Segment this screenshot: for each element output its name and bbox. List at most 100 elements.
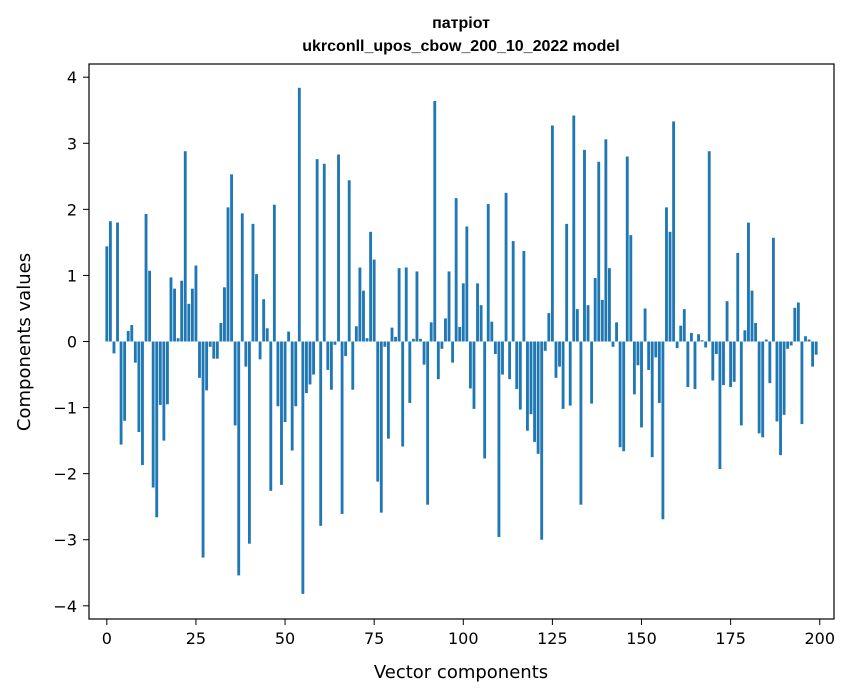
bar: [404, 267, 408, 342]
bar: [347, 180, 351, 342]
bar: [208, 341, 212, 347]
bar: [761, 341, 765, 438]
bar: [429, 322, 433, 342]
bar: [333, 341, 337, 345]
bar: [387, 341, 390, 439]
y-tick-label: 3: [67, 134, 77, 153]
bar: [704, 341, 708, 348]
bar: [112, 341, 116, 354]
bar: [608, 268, 611, 342]
bar: [657, 341, 661, 403]
x-tick-label: 200: [804, 629, 835, 648]
bar: [508, 341, 512, 380]
bar: [689, 332, 693, 342]
bar: [504, 192, 508, 342]
bar: [789, 341, 793, 346]
bar: [586, 305, 590, 342]
bar: [522, 250, 526, 342]
bar: [465, 226, 469, 342]
bar: [693, 341, 697, 390]
bar: [223, 287, 226, 342]
y-tick-label: 4: [67, 68, 77, 87]
bar: [668, 231, 672, 342]
bar: [137, 341, 141, 433]
bar: [700, 340, 704, 342]
bar: [458, 326, 462, 342]
bar: [369, 231, 373, 342]
bar: [201, 341, 205, 558]
bar: [771, 237, 775, 342]
bar: [372, 259, 376, 342]
bar: [547, 313, 551, 342]
bar: [419, 338, 422, 342]
bar: [308, 341, 312, 385]
bar: [251, 223, 255, 342]
bar: [294, 341, 298, 407]
x-tick-label: 75: [364, 629, 384, 648]
bar: [526, 341, 529, 431]
bar: [401, 341, 405, 447]
bar: [344, 341, 348, 357]
y-tick-label: −1: [53, 399, 77, 418]
bar: [447, 271, 451, 342]
bar: [173, 288, 176, 342]
bar: [287, 331, 291, 342]
bar: [739, 341, 743, 426]
bar: [379, 341, 383, 513]
bar: [479, 305, 483, 342]
bar: [130, 324, 134, 342]
bar: [351, 341, 355, 390]
bar: [166, 341, 169, 405]
bar: [572, 115, 576, 342]
bar: [654, 341, 658, 358]
y-tick-label: 0: [67, 333, 77, 352]
y-axis-label: Components values: [14, 253, 35, 431]
x-tick-label: 150: [626, 629, 657, 648]
bar: [198, 341, 201, 378]
bar: [148, 270, 152, 342]
y-tick-label: 2: [67, 200, 77, 219]
bar: [297, 87, 301, 342]
bar: [497, 341, 501, 538]
bar: [436, 341, 440, 380]
bar: [811, 341, 815, 367]
bar: [176, 338, 180, 342]
bar: [725, 301, 729, 342]
bar: [643, 308, 647, 342]
bar: [326, 341, 330, 370]
bar: [144, 213, 148, 342]
bar: [632, 341, 636, 395]
bar: [750, 290, 754, 342]
bar: [529, 341, 533, 415]
bar: [383, 341, 387, 347]
bar: [779, 341, 782, 456]
bar: [682, 309, 686, 342]
bar: [133, 341, 137, 363]
bar: [804, 336, 807, 342]
x-axis-ticks: 0 25 50 75 100 125 150 175 200: [102, 619, 835, 648]
bar: [561, 341, 565, 409]
bar: [215, 341, 219, 359]
bar: [583, 149, 586, 342]
chart-title-line2: ukrconll_upos_cbow_200_10_2022 model: [302, 38, 619, 55]
bar: [814, 341, 818, 355]
y-tick-label: −3: [53, 531, 77, 550]
bar: [105, 246, 109, 342]
bar: [511, 241, 515, 342]
bar: [169, 277, 173, 342]
bar: [226, 207, 230, 342]
bar: [240, 213, 244, 342]
x-tick-label: 125: [537, 629, 568, 648]
bar: [305, 341, 308, 394]
bar: [319, 341, 323, 526]
bar: [493, 341, 497, 355]
bar: [290, 341, 294, 451]
bar: [483, 341, 487, 459]
bar: [258, 341, 262, 360]
bar: [575, 309, 579, 342]
plot-frame: [88, 63, 835, 620]
bar: [533, 341, 536, 442]
bar: [675, 341, 679, 349]
bar: [422, 341, 426, 365]
